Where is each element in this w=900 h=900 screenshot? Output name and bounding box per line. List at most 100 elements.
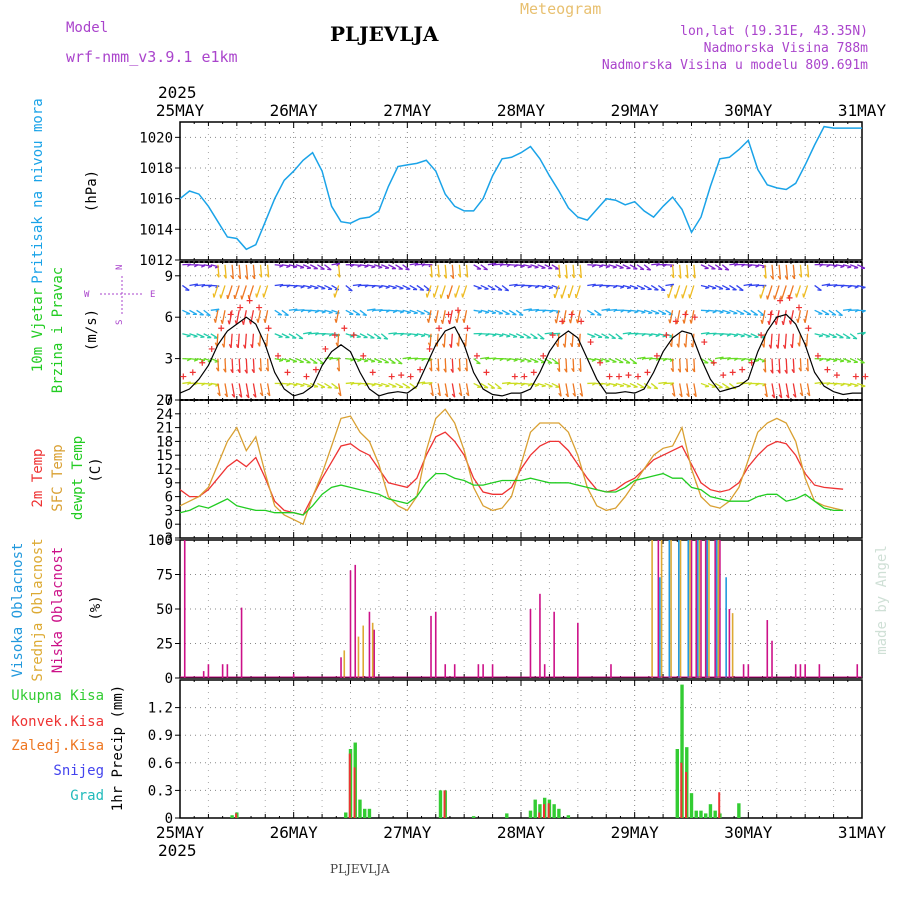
wind-gust-marker xyxy=(530,369,537,376)
cloud-ytick-label: 100 xyxy=(148,533,173,549)
wind-arrow xyxy=(750,284,760,287)
wind-arrow-head xyxy=(392,287,397,290)
wind-arrow xyxy=(622,332,632,335)
wind-arrow-head xyxy=(293,384,298,387)
pressure-line xyxy=(179,125,862,251)
wind-arrow xyxy=(352,264,362,267)
wind-arrow xyxy=(494,382,502,390)
wind-arrow xyxy=(515,333,525,338)
wind-arrow-head xyxy=(247,294,250,300)
temp-ylabel-2m: 2m Temp xyxy=(30,448,46,507)
wind-arrow-head xyxy=(520,265,525,268)
wind-arrow-head xyxy=(854,384,859,388)
wind-arrow xyxy=(857,284,866,288)
wind-arrow xyxy=(473,284,482,289)
wind-arrow-head xyxy=(669,342,673,348)
wind-arrow xyxy=(317,284,326,290)
wind-arrow xyxy=(658,381,667,385)
wind-arrow xyxy=(230,333,233,348)
temperature-ytick-label: 9 xyxy=(165,476,173,492)
wind-arrow-head xyxy=(265,273,270,278)
wind-arrow-head xyxy=(258,367,262,372)
wind-arrow-head xyxy=(574,293,577,299)
wind-arrow xyxy=(458,358,461,372)
wind-gust-marker xyxy=(265,325,272,332)
wind-arrow xyxy=(263,285,269,298)
wind-arrow xyxy=(487,357,497,360)
wind-arrow xyxy=(743,283,752,287)
wind-arrow-head xyxy=(439,294,442,299)
wind-arrow-head xyxy=(541,385,546,388)
wind-arrow-head xyxy=(492,334,497,337)
wind-ylabel-1: 10m Vjetar xyxy=(30,288,46,372)
precip-ytick-label: 0.3 xyxy=(148,783,173,799)
wind-arrow xyxy=(722,357,731,360)
wind-arrow xyxy=(671,358,674,372)
wind-arrow-head xyxy=(534,285,540,289)
wind-arrow-head xyxy=(679,393,683,398)
wind-arrow-head xyxy=(257,342,261,347)
wind-arrow xyxy=(224,383,229,397)
wind-arrow xyxy=(480,284,489,290)
wind-gust-marker xyxy=(691,314,698,321)
wind-arrow xyxy=(579,383,584,397)
wind-arrow xyxy=(303,284,312,288)
wind-arrow xyxy=(465,383,470,396)
wind-arrow-head xyxy=(634,310,639,314)
wind-arrow xyxy=(799,358,802,372)
wind-arrow-head xyxy=(826,359,831,362)
wind-arrow xyxy=(814,333,823,337)
wind-arrow xyxy=(182,333,191,337)
wind-arrow-head xyxy=(392,310,398,314)
wind-arrow xyxy=(785,358,788,374)
wind-arrow xyxy=(565,264,568,279)
precip-ytick-label: 0.6 xyxy=(148,756,173,772)
wind-arrow-head xyxy=(774,320,777,325)
wind-arrow xyxy=(388,264,397,270)
wind-arrow xyxy=(636,284,645,290)
wind-arrow-head xyxy=(371,384,376,387)
wind-arrow xyxy=(444,264,448,279)
wind-ytick-label: 3 xyxy=(165,352,173,368)
wind-arrow-head xyxy=(364,265,369,269)
wind-arrow xyxy=(843,284,852,287)
temp-ylabel-dewpt: dewpt Temp xyxy=(70,436,86,520)
wind-arrow-head xyxy=(240,295,243,300)
wind-arrow xyxy=(814,309,823,315)
wind-arrow-head xyxy=(564,368,568,373)
wind-arrow xyxy=(295,333,304,340)
wind-arrow xyxy=(608,382,617,386)
precip-bar xyxy=(680,762,683,818)
wind-arrow xyxy=(629,358,638,365)
wind-arrow-head xyxy=(506,358,511,362)
wind-arrow-head xyxy=(754,359,760,363)
wind-arrow-head xyxy=(327,268,332,271)
wind-arrow xyxy=(366,264,376,268)
wind-arrow xyxy=(444,358,447,373)
wind-arrow-head xyxy=(362,314,367,316)
wind-arrow-head xyxy=(429,273,433,278)
wind-arrow-head xyxy=(785,394,790,399)
wind-arrow xyxy=(523,357,532,362)
wind-arrow xyxy=(216,333,219,347)
wind-arrow-head xyxy=(230,275,234,280)
wind-arrow-head xyxy=(567,293,570,299)
wind-arrow xyxy=(792,383,797,398)
wind-arrow xyxy=(221,310,226,324)
wind-arrow xyxy=(551,358,559,365)
wind-arrow-head xyxy=(458,392,463,397)
pressure-ytick-label: 1020 xyxy=(139,130,173,146)
wind-arrow xyxy=(310,284,319,289)
wind-arrow xyxy=(345,382,355,385)
wind-arrow-head xyxy=(244,369,248,374)
wind-arrow xyxy=(409,357,419,360)
wind-arrow xyxy=(828,309,837,316)
wind-gust-marker xyxy=(464,325,471,332)
wind-arrow-head xyxy=(329,356,334,361)
wind-arrow-head xyxy=(770,275,774,280)
wind-arrow xyxy=(217,358,220,372)
wind-arrows xyxy=(181,262,866,399)
wind-arrow xyxy=(601,333,610,339)
wind-gust-marker xyxy=(218,325,225,332)
wind-arrow-head xyxy=(217,392,221,397)
